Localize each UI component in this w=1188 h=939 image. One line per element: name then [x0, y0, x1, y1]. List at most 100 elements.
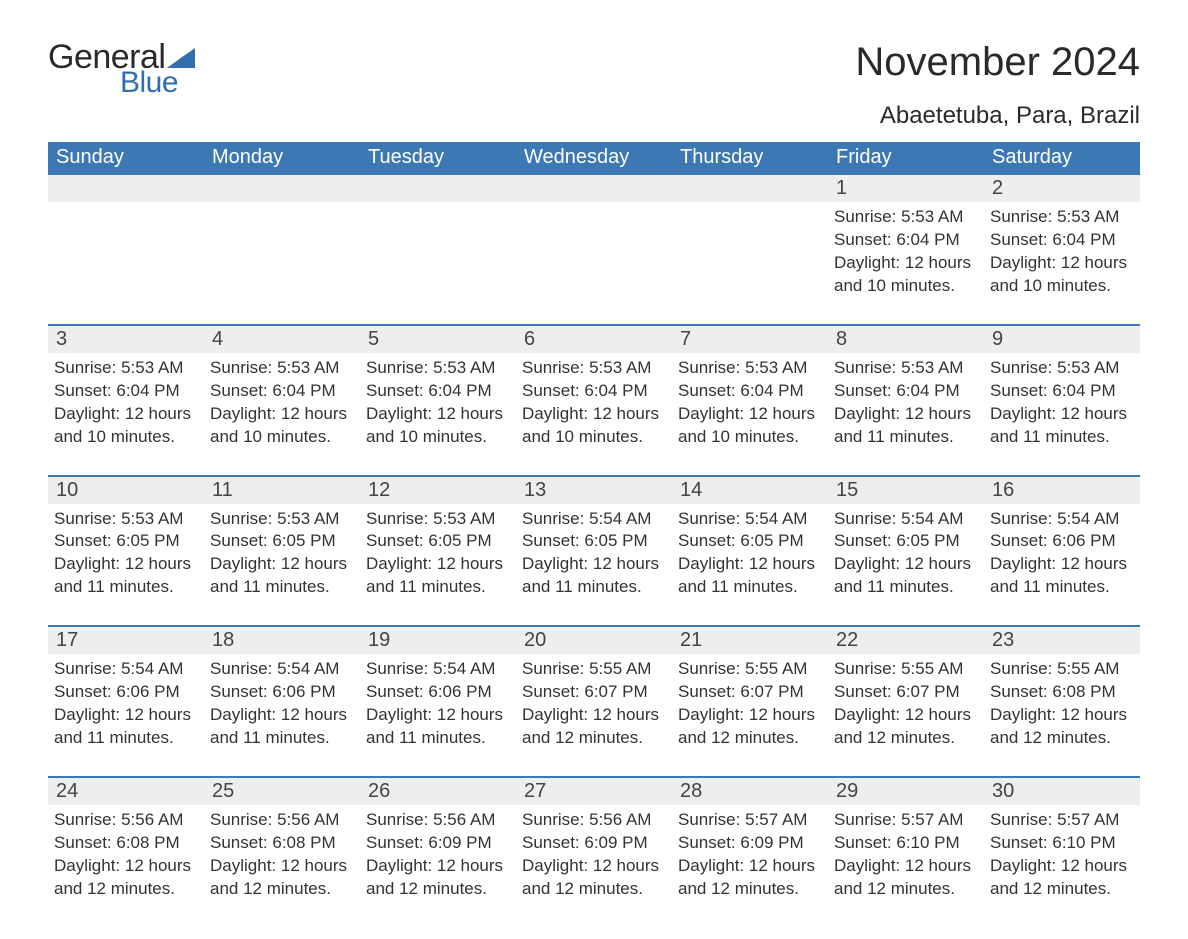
day-number: 13 — [516, 477, 672, 504]
day-body: Sunrise: 5:55 AMSunset: 6:07 PMDaylight:… — [834, 658, 978, 750]
sunset-text: Sunset: 6:04 PM — [834, 229, 978, 252]
sunset-text: Sunset: 6:10 PM — [834, 832, 978, 855]
day-number: 23 — [984, 627, 1140, 654]
sunset-text: Sunset: 6:06 PM — [366, 681, 510, 704]
day-body: Sunrise: 5:53 AMSunset: 6:04 PMDaylight:… — [990, 206, 1134, 298]
sunset-text: Sunset: 6:04 PM — [990, 229, 1134, 252]
day-body: Sunrise: 5:55 AMSunset: 6:08 PMDaylight:… — [990, 658, 1134, 750]
sunrise-text: Sunrise: 5:53 AM — [54, 357, 198, 380]
day-cell: 6Sunrise: 5:53 AMSunset: 6:04 PMDaylight… — [516, 326, 672, 457]
day-body: Sunrise: 5:53 AMSunset: 6:04 PMDaylight:… — [990, 357, 1134, 449]
day-cell — [48, 175, 204, 306]
dow-wednesday: Wednesday — [516, 142, 672, 175]
sunrise-text: Sunrise: 5:53 AM — [210, 357, 354, 380]
daylight-text: Daylight: 12 hours and 11 minutes. — [366, 553, 510, 599]
day-cell: 23 Sunrise: 5:55 AMSunset: 6:08 PMDayligh… — [984, 627, 1140, 758]
day-number: 5 — [360, 326, 516, 353]
day-cell: 16Sunrise: 5:54 AMSunset: 6:06 PMDayligh… — [984, 477, 1140, 608]
day-number: 27 — [516, 778, 672, 805]
daylight-text: Daylight: 12 hours and 12 minutes. — [210, 855, 354, 901]
day-cell — [672, 175, 828, 306]
day-number — [204, 175, 360, 202]
day-cell — [516, 175, 672, 306]
sunset-text: Sunset: 6:05 PM — [678, 530, 822, 553]
day-number: 17 — [48, 627, 204, 654]
sunset-text: Sunset: 6:09 PM — [522, 832, 666, 855]
day-cell: 3Sunrise: 5:53 AMSunset: 6:04 PMDaylight… — [48, 326, 204, 457]
day-cell: 18Sunrise: 5:54 AMSunset: 6:06 PMDayligh… — [204, 627, 360, 758]
day-body: Sunrise: 5:56 AMSunset: 6:08 PMDaylight:… — [54, 809, 198, 901]
sunset-text: Sunset: 6:04 PM — [366, 380, 510, 403]
sunrise-text: Sunrise: 5:56 AM — [210, 809, 354, 832]
day-number — [48, 175, 204, 202]
daylight-text: Daylight: 12 hours and 11 minutes. — [522, 553, 666, 599]
sunrise-text: Sunrise: 5:55 AM — [834, 658, 978, 681]
sunset-text: Sunset: 6:04 PM — [678, 380, 822, 403]
sunrise-text: Sunrise: 5:53 AM — [990, 357, 1134, 380]
day-cell: 19 Sunrise: 5:54 AMSunset: 6:06 PMDayligh… — [360, 627, 516, 758]
sunrise-text: Sunrise: 5:56 AM — [54, 809, 198, 832]
daylight-text: Daylight: 12 hours and 11 minutes. — [54, 704, 198, 750]
day-cell: 28Sunrise: 5:57 AMSunset: 6:09 PMDayligh… — [672, 778, 828, 909]
sunrise-text: Sunrise: 5:53 AM — [990, 206, 1134, 229]
day-body: Sunrise: 5:54 AMSunset: 6:06 PMDaylight:… — [366, 658, 510, 750]
daylight-text: Daylight: 12 hours and 10 minutes. — [210, 403, 354, 449]
day-body: Sunrise: 5:53 AMSunset: 6:05 PMDaylight:… — [366, 508, 510, 600]
day-cell: 11Sunrise: 5:53 AMSunset: 6:05 PMDayligh… — [204, 477, 360, 608]
daylight-text: Daylight: 12 hours and 12 minutes. — [366, 855, 510, 901]
sunset-text: Sunset: 6:07 PM — [678, 681, 822, 704]
day-number — [516, 175, 672, 202]
day-body: Sunrise: 5:54 AMSunset: 6:06 PMDaylight:… — [210, 658, 354, 750]
daylight-text: Daylight: 12 hours and 11 minutes. — [834, 553, 978, 599]
sunset-text: Sunset: 6:10 PM — [990, 832, 1134, 855]
daylight-text: Daylight: 12 hours and 11 minutes. — [678, 553, 822, 599]
calendar-grid: Sunday Monday Tuesday Wednesday Thursday… — [48, 142, 1140, 909]
sunrise-text: Sunrise: 5:53 AM — [834, 357, 978, 380]
daylight-text: Daylight: 12 hours and 12 minutes. — [678, 704, 822, 750]
day-number: 20 — [516, 627, 672, 654]
calendar-page: General Blue November 2024 Abaetetuba, P… — [0, 0, 1188, 939]
sunrise-text: Sunrise: 5:57 AM — [834, 809, 978, 832]
day-body: Sunrise: 5:53 AMSunset: 6:04 PMDaylight:… — [834, 357, 978, 449]
day-body: Sunrise: 5:56 AMSunset: 6:09 PMDaylight:… — [366, 809, 510, 901]
day-body: Sunrise: 5:53 AMSunset: 6:05 PMDaylight:… — [54, 508, 198, 600]
sunset-text: Sunset: 6:04 PM — [834, 380, 978, 403]
day-cell: 5 Sunrise: 5:53 AMSunset: 6:04 PMDaylight… — [360, 326, 516, 457]
day-number: 19 — [360, 627, 516, 654]
day-cell: 27Sunrise: 5:56 AMSunset: 6:09 PMDayligh… — [516, 778, 672, 909]
day-body: Sunrise: 5:57 AMSunset: 6:10 PMDaylight:… — [990, 809, 1134, 901]
sunrise-text: Sunrise: 5:54 AM — [366, 658, 510, 681]
day-cell: 2 Sunrise: 5:53 AMSunset: 6:04 PMDaylight… — [984, 175, 1140, 306]
day-body: Sunrise: 5:53 AMSunset: 6:04 PMDaylight:… — [678, 357, 822, 449]
sunrise-text: Sunrise: 5:55 AM — [990, 658, 1134, 681]
day-body: Sunrise: 5:56 AMSunset: 6:08 PMDaylight:… — [210, 809, 354, 901]
day-body: Sunrise: 5:55 AMSunset: 6:07 PMDaylight:… — [522, 658, 666, 750]
day-number: 6 — [516, 326, 672, 353]
week-row: 17Sunrise: 5:54 AMSunset: 6:06 PMDayligh… — [48, 625, 1140, 758]
day-number: 30 — [984, 778, 1140, 805]
sunrise-text: Sunrise: 5:54 AM — [522, 508, 666, 531]
sunset-text: Sunset: 6:07 PM — [834, 681, 978, 704]
day-cell: 12Sunrise: 5:53 AMSunset: 6:05 PMDayligh… — [360, 477, 516, 608]
dow-saturday: Saturday — [984, 142, 1140, 175]
daylight-text: Daylight: 12 hours and 11 minutes. — [210, 553, 354, 599]
daylight-text: Daylight: 12 hours and 12 minutes. — [54, 855, 198, 901]
day-cell: 15Sunrise: 5:54 AMSunset: 6:05 PMDayligh… — [828, 477, 984, 608]
day-number: 2 — [984, 175, 1140, 202]
daylight-text: Daylight: 12 hours and 10 minutes. — [522, 403, 666, 449]
sunset-text: Sunset: 6:05 PM — [366, 530, 510, 553]
sunrise-text: Sunrise: 5:56 AM — [522, 809, 666, 832]
sunset-text: Sunset: 6:08 PM — [210, 832, 354, 855]
day-cell: 29Sunrise: 5:57 AMSunset: 6:10 PMDayligh… — [828, 778, 984, 909]
daylight-text: Daylight: 12 hours and 10 minutes. — [678, 403, 822, 449]
day-number: 1 — [828, 175, 984, 202]
week-row: 1Sunrise: 5:53 AMSunset: 6:04 PMDaylight… — [48, 175, 1140, 306]
sunrise-text: Sunrise: 5:53 AM — [210, 508, 354, 531]
day-cell — [360, 175, 516, 306]
daylight-text: Daylight: 12 hours and 12 minutes. — [834, 855, 978, 901]
day-body: Sunrise: 5:53 AMSunset: 6:04 PMDaylight:… — [366, 357, 510, 449]
day-cell: 26Sunrise: 5:56 AMSunset: 6:09 PMDayligh… — [360, 778, 516, 909]
day-number: 10 — [48, 477, 204, 504]
sunrise-text: Sunrise: 5:54 AM — [834, 508, 978, 531]
sunset-text: Sunset: 6:06 PM — [210, 681, 354, 704]
